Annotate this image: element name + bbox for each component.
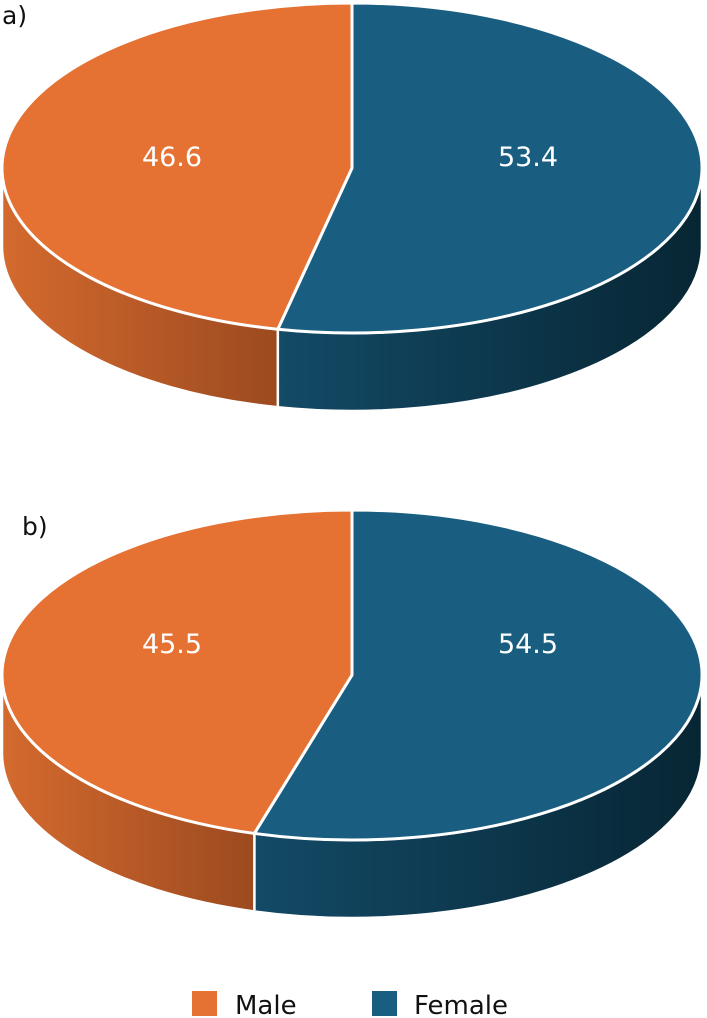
- pie-a-slices: [0, 1, 704, 413]
- legend-label-male: Male: [235, 991, 297, 1018]
- pie-a-female-slice: [276, 1, 704, 335]
- pie-b-male-value-label: 45.5: [142, 629, 202, 660]
- pie-b-slices: [0, 508, 704, 920]
- pie-panel-b: b) 45.5 54.5: [0, 508, 704, 920]
- pie-b-male-slice: [0, 508, 354, 835]
- legend-swatch-female: [372, 991, 397, 1016]
- legend-swatch-male: [192, 991, 217, 1016]
- legend-label-female: Female: [414, 991, 508, 1018]
- pie-a-male-value-label: 46.6: [142, 142, 202, 173]
- pie-a-female-value-label: 53.4: [498, 142, 558, 173]
- pie-b-female-slice: [252, 508, 704, 842]
- panel-label-a: a): [2, 1, 27, 30]
- pie-a-male-slice: [0, 1, 354, 331]
- panel-label-b: b): [22, 512, 48, 541]
- legend: Male Female: [192, 991, 508, 1018]
- pie-b-female-value-label: 54.5: [498, 629, 558, 660]
- pie-panel-a: a) 46.6 53.4: [0, 1, 704, 413]
